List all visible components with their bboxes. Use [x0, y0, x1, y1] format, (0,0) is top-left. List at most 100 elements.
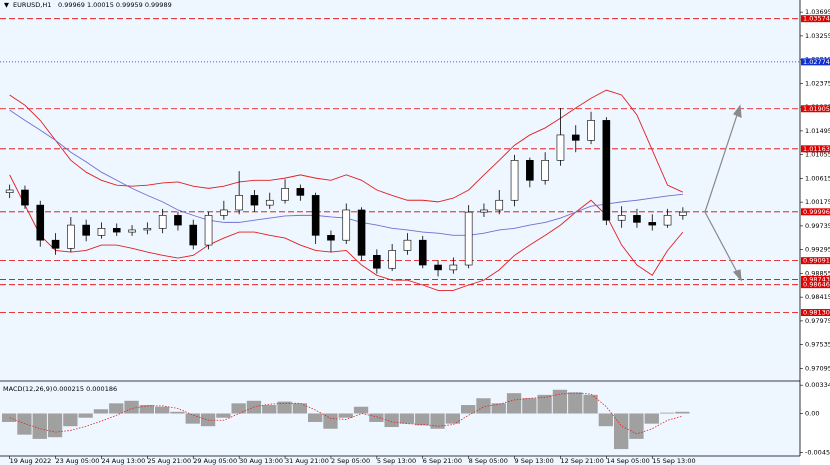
candle-body	[36, 204, 45, 241]
price-level-label: 1.01905	[803, 105, 830, 113]
macd-values: 0.000215 0.000186	[53, 385, 117, 393]
y-tick-label: 0.003343	[805, 381, 830, 389]
price-level-label: 1.03574	[803, 15, 830, 23]
macd-bar	[644, 413, 659, 424]
macd-bar	[93, 409, 109, 414]
chart-symbol-marker: ▼	[4, 1, 9, 9]
price-level-tag	[801, 208, 830, 216]
x-tick-label: 23 Aug 05:00	[56, 457, 100, 465]
x-tick-label: 31 Aug 21:00	[285, 457, 329, 465]
candle-body	[265, 199, 274, 206]
macd-bar	[369, 413, 384, 422]
macd-bar	[384, 413, 399, 428]
macd-bar	[124, 400, 139, 414]
macd-bar	[78, 413, 93, 418]
candle-body	[617, 215, 626, 221]
chart-title: EURUSD,H1	[13, 1, 51, 9]
y-tick-label: 0.98855	[805, 269, 830, 277]
price-level-tag	[801, 15, 830, 23]
candle-body	[388, 250, 396, 269]
y-tick-label: 1.03255	[805, 32, 830, 40]
macd-bar	[292, 403, 307, 414]
candle-body	[571, 134, 580, 141]
macd-bar	[430, 413, 445, 429]
macd-bar	[63, 413, 78, 427]
candle-body	[112, 228, 121, 233]
candle-body	[174, 215, 182, 226]
x-tick-label: 2 Sep 05:00	[331, 457, 370, 465]
x-tick-label: 12 Sep 21:00	[560, 457, 603, 465]
macd-bar	[155, 406, 170, 414]
candle-body	[97, 228, 106, 236]
candle-body	[434, 264, 442, 271]
macd-bar	[461, 405, 476, 414]
signal-line	[9, 392, 683, 435]
macd-bar	[476, 398, 491, 414]
y-tick-label: 0.97095	[805, 364, 830, 372]
arrow-head	[733, 104, 742, 118]
candle-body	[357, 209, 366, 256]
x-tick-label: 8 Sep 05:00	[469, 457, 508, 465]
price-level-tag	[801, 275, 830, 283]
candle-body	[526, 160, 534, 181]
macd-bar	[506, 393, 522, 414]
candle-body	[67, 224, 75, 249]
candle-body	[327, 235, 335, 241]
x-tick-label: 30 Aug 13:00	[239, 457, 283, 465]
y-tick-label: 0.98415	[805, 293, 830, 301]
candle-body	[648, 222, 657, 226]
price-level-label: 0.99996	[803, 208, 830, 216]
y-tick-label: 1.02375	[805, 79, 830, 87]
macd-title: MACD(12,26,9)	[3, 385, 52, 393]
candle-body	[311, 195, 320, 236]
macd-bar	[659, 412, 675, 414]
macd-bar	[109, 403, 124, 414]
candle-body	[342, 209, 351, 241]
macd-bar	[491, 403, 506, 414]
candle-body	[541, 160, 549, 181]
x-tick-label: 24 Aug 13:00	[101, 457, 145, 465]
macd-bar	[17, 413, 32, 435]
y-tick-label: 0.97975	[805, 317, 830, 325]
macd-bar	[675, 411, 690, 414]
candle-body	[495, 199, 504, 211]
candle-body	[21, 189, 29, 206]
candle-body	[204, 215, 213, 246]
candle-body	[464, 211, 473, 266]
price-level-tag	[801, 257, 830, 265]
indicator-line	[9, 174, 684, 291]
price-level-tag	[801, 281, 830, 289]
candle-body	[82, 224, 90, 236]
y-tick-label: 0.99295	[805, 246, 830, 254]
price-level-tag	[801, 105, 830, 113]
candle-body	[403, 239, 412, 251]
candle-body	[51, 239, 60, 249]
y-tick-label: 1.01495	[805, 127, 830, 135]
macd-bar	[353, 406, 369, 414]
price-level-label: 1.01163	[803, 145, 830, 153]
x-tick-label: 19 Aug 2022	[10, 457, 52, 465]
candle-body	[556, 134, 565, 161]
price-level-tag	[801, 58, 830, 66]
y-tick-label: 0.00	[805, 409, 819, 417]
arrow-up	[704, 111, 739, 213]
x-tick-label: 5 Sep 13:00	[377, 457, 416, 465]
price-level-label: 0.98646	[803, 281, 830, 289]
candle-body	[235, 195, 243, 211]
macd-bar	[338, 413, 353, 418]
candle-body	[128, 229, 136, 233]
macd-bar	[445, 413, 460, 424]
macd-bar	[583, 394, 598, 414]
plot: 1.036951.032551.028151.023751.019351.014…	[0, 8, 830, 465]
y-tick-label: 1.03695	[805, 8, 830, 16]
price-level-label: 0.99091	[803, 257, 830, 265]
candle-body	[373, 255, 381, 269]
x-tick-label: 6 Sep 21:00	[423, 457, 462, 465]
macd-bar	[399, 413, 415, 424]
candle-body	[663, 215, 672, 226]
indicator-line	[9, 89, 684, 203]
macd-bar	[216, 413, 231, 418]
x-tick-label: 14 Sep 05:00	[606, 457, 649, 465]
